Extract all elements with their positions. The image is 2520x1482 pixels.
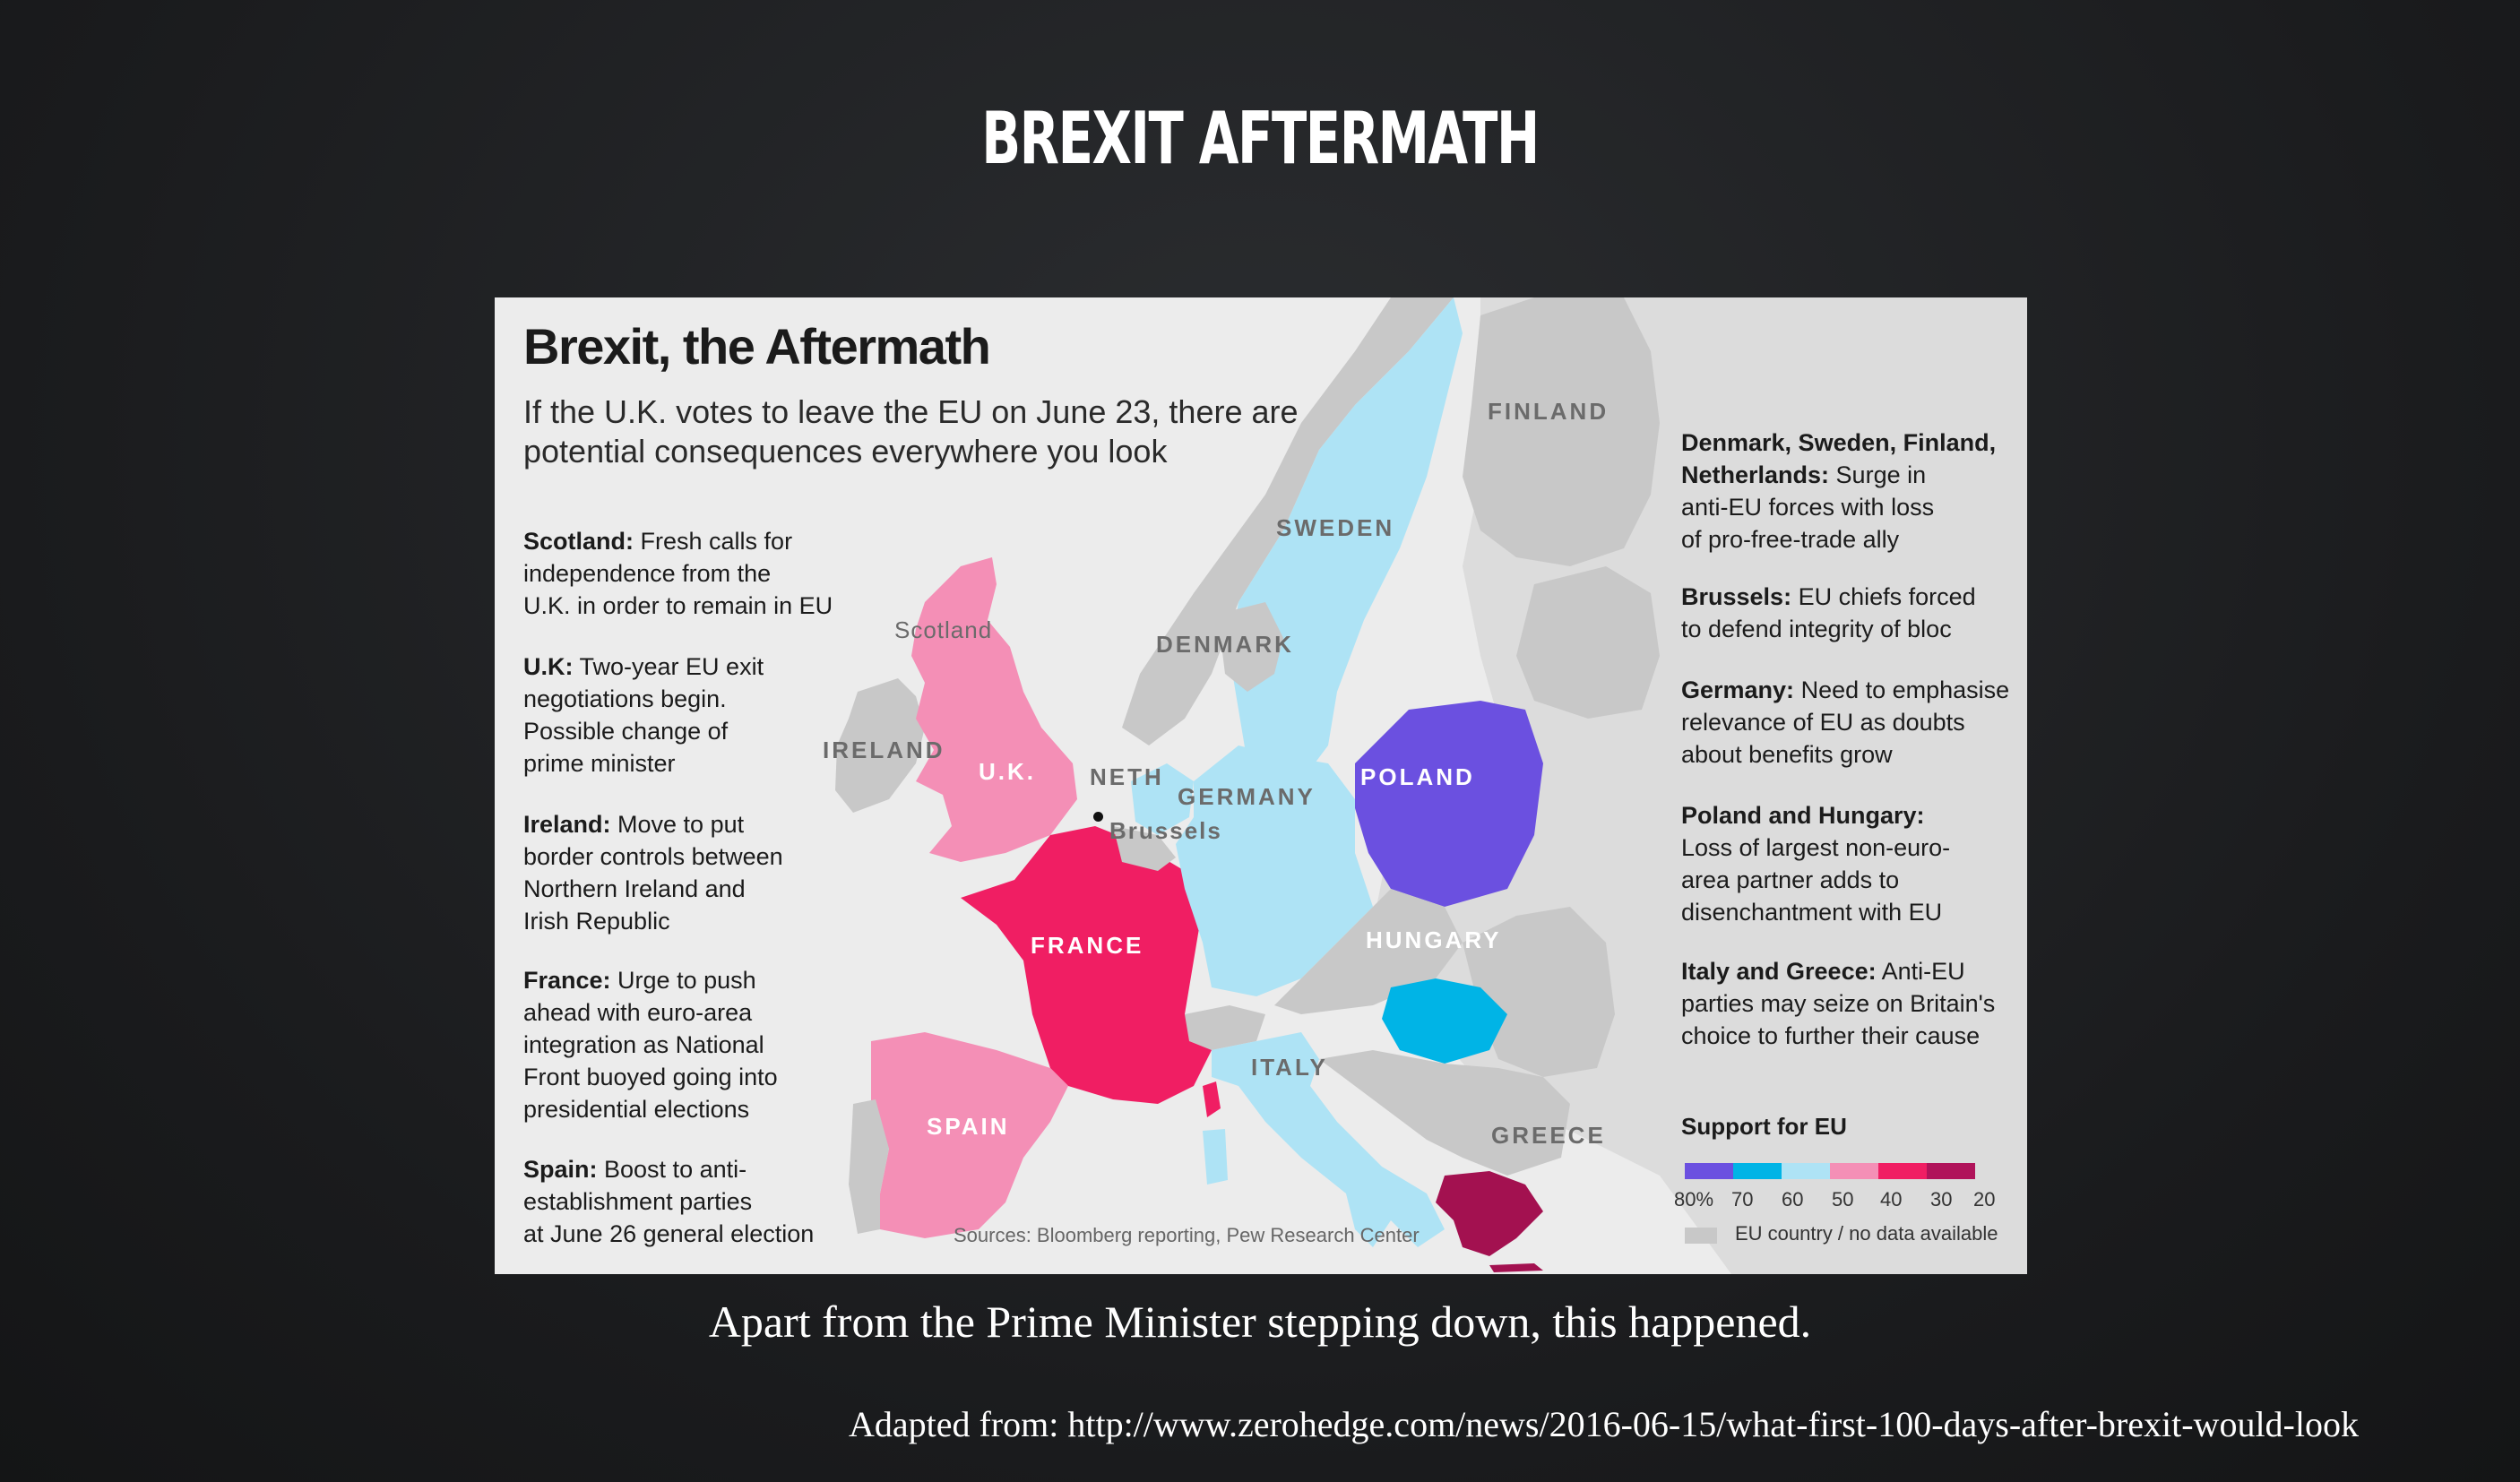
label-greece: GREECE bbox=[1491, 1122, 1606, 1149]
note-ireland: Ireland: Move to put border controls bet… bbox=[523, 811, 783, 935]
country-denmark bbox=[1221, 602, 1283, 692]
brussels-dot bbox=[1093, 812, 1103, 822]
country-france bbox=[961, 826, 1212, 1104]
legend-swatch-80-70 bbox=[1685, 1163, 1733, 1179]
label-denmark: DENMARK bbox=[1156, 631, 1294, 658]
note-scotland: Scotland: Fresh calls for independence f… bbox=[523, 528, 833, 619]
source-credit-link[interactable]: Adapted from: http://www.zerohedge.com/n… bbox=[848, 1404, 2359, 1444]
infographic-title: Brexit, the Aftermath bbox=[523, 318, 991, 375]
note-italy-greece: Italy and Greece: Anti-EU parties may se… bbox=[1681, 958, 1996, 1049]
note-france: France: Urge to push ahead with euro-are… bbox=[523, 967, 778, 1123]
country-germany bbox=[1176, 745, 1373, 996]
label-neth: NETH bbox=[1090, 763, 1164, 790]
legend-swatch-30-20 bbox=[1927, 1163, 1975, 1179]
note-nordics: Denmark, Sweden, Finland, Netherlands: S… bbox=[1681, 429, 1997, 553]
country-greece bbox=[1436, 1171, 1543, 1256]
country-norway bbox=[1122, 297, 1454, 745]
legend-color-bar bbox=[1685, 1163, 1975, 1179]
country-italy bbox=[1212, 1032, 1445, 1247]
europe-map bbox=[835, 297, 2027, 1274]
legend-tick: 60 bbox=[1782, 1188, 1804, 1211]
country-portugal bbox=[849, 1099, 889, 1234]
label-germany: GERMANY bbox=[1178, 783, 1316, 810]
island-crete bbox=[1489, 1263, 1543, 1272]
legend-title: Support for EU bbox=[1681, 1113, 1847, 1140]
brexit-infographic: Brexit, the Aftermath If the U.K. votes … bbox=[495, 297, 2027, 1274]
label-ireland: IRELAND bbox=[823, 737, 945, 763]
legend-tick: 50 bbox=[1832, 1188, 1854, 1211]
legend-swatch-40-30 bbox=[1878, 1163, 1927, 1179]
legend-swatch-60-50 bbox=[1782, 1163, 1830, 1179]
sources-note: Sources: Bloomberg reporting, Pew Resear… bbox=[954, 1224, 1420, 1246]
legend-no-data-label: EU country / no data available bbox=[1735, 1222, 1998, 1245]
legend-tick: 40 bbox=[1880, 1188, 1903, 1211]
country-netherlands bbox=[1131, 763, 1194, 835]
label-spain: SPAIN bbox=[927, 1113, 1010, 1140]
country-baltics bbox=[1516, 566, 1660, 719]
label-france: FRANCE bbox=[1031, 932, 1144, 959]
legend-swatch-50-40 bbox=[1830, 1163, 1878, 1179]
label-uk: U.K. bbox=[979, 758, 1036, 785]
legend-tick: 80% bbox=[1674, 1188, 1714, 1211]
country-hungary bbox=[1382, 978, 1507, 1064]
note-uk: U.K: Two-year EU exit negotiations begin… bbox=[523, 653, 764, 777]
label-italy: ITALY bbox=[1251, 1054, 1328, 1081]
country-uk bbox=[911, 557, 1077, 862]
country-poland bbox=[1355, 701, 1543, 907]
slide-caption: Apart from the Prime Minister stepping d… bbox=[708, 1297, 1812, 1347]
legend-swatch-70-60 bbox=[1733, 1163, 1782, 1179]
infographic-subtitle: If the U.K. votes to leave the EU on Jun… bbox=[523, 393, 1299, 470]
island-sardinia bbox=[1203, 1129, 1228, 1185]
country-balkans bbox=[1319, 1050, 1570, 1176]
island-corsica bbox=[1203, 1081, 1221, 1117]
note-spain: Spain: Boost to anti- establishment part… bbox=[523, 1156, 815, 1247]
label-finland: FINLAND bbox=[1488, 398, 1610, 425]
note-germany: Germany: Need to emphasise relevance of … bbox=[1681, 676, 2010, 768]
country-romania bbox=[1463, 907, 1615, 1077]
label-brussels: Brussels bbox=[1109, 817, 1222, 844]
label-sweden: SWEDEN bbox=[1276, 514, 1395, 541]
country-belgium bbox=[1113, 826, 1176, 871]
legend-no-data-swatch bbox=[1685, 1228, 1717, 1244]
note-poland-hungary: Poland and Hungary: Loss of largest non-… bbox=[1681, 802, 1951, 926]
country-spain bbox=[871, 1032, 1068, 1238]
slide-title: BREXIT AFTERMATH bbox=[981, 97, 1540, 180]
legend-tick: 30 bbox=[1930, 1188, 1953, 1211]
country-sweden bbox=[1230, 297, 1463, 799]
label-poland: POLAND bbox=[1360, 763, 1475, 790]
label-scotland: Scotland bbox=[894, 616, 993, 643]
legend-tick: 20 bbox=[1973, 1188, 1996, 1211]
country-switzerland bbox=[1185, 1005, 1265, 1050]
note-brussels: Brussels: EU chiefs forced to defend int… bbox=[1681, 583, 1976, 642]
legend-tick: 70 bbox=[1731, 1188, 1754, 1211]
country-finland bbox=[1463, 297, 1660, 566]
label-hungary: HUNGARY bbox=[1366, 926, 1502, 953]
country-ireland bbox=[835, 678, 925, 813]
